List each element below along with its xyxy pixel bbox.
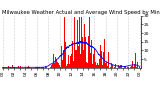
Text: Milwaukee Weather Actual and Average Wind Speed by Minute mph (Last 24 Hours): Milwaukee Weather Actual and Average Win… xyxy=(2,10,160,15)
